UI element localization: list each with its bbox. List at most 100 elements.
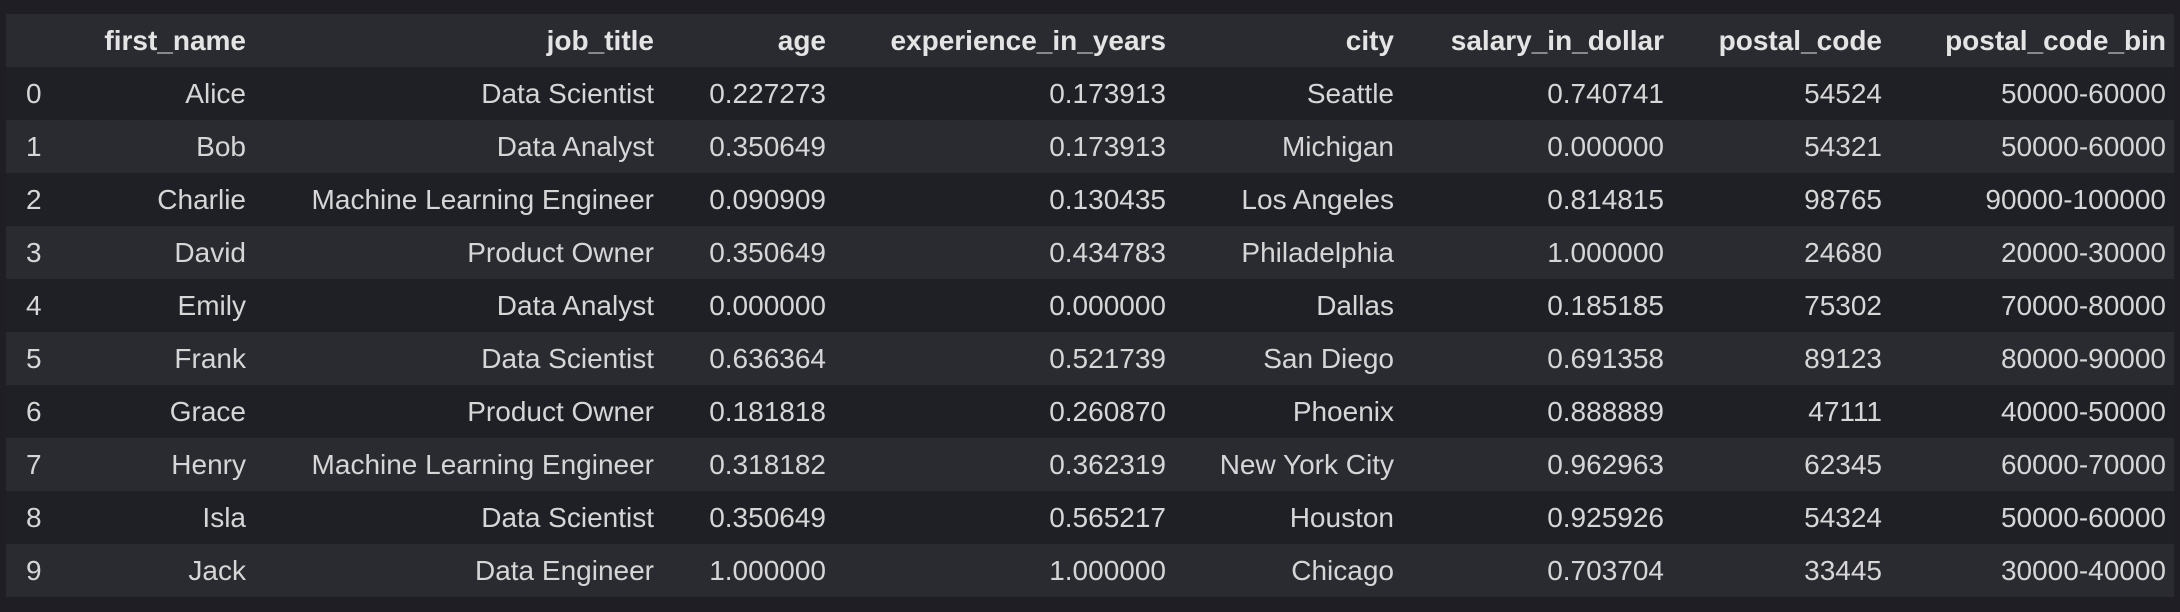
cell-age: 0.318182 [662,438,834,491]
cell-index: 4 [6,279,62,332]
dataframe-table: first_name job_title age experience_in_year… [6,14,2174,597]
column-header-city: city [1174,14,1402,67]
cell-job-title: Data Analyst [254,120,662,173]
cell-postal-code: 54324 [1672,491,1890,544]
cell-postal-code: 54321 [1672,120,1890,173]
cell-age: 0.636364 [662,332,834,385]
cell-job-title: Data Scientist [254,491,662,544]
table-row: 6 Grace Product Owner 0.181818 0.260870 Phoen… [6,385,2174,438]
table-row: 1 Bob Data Analyst 0.350649 0.173913 Michigan… [6,120,2174,173]
cell-experience-in-years: 0.130435 [834,173,1174,226]
table-row: 7 Henry Machine Learning Engineer 0.318182 0… [6,438,2174,491]
cell-job-title: Product Owner [254,226,662,279]
cell-postal-code-bin: 50000-60000 [1890,120,2174,173]
cell-age: 0.350649 [662,491,834,544]
cell-job-title: Machine Learning Engineer [254,438,662,491]
dataframe-output: first_name job_title age experience_in_year… [6,14,2174,597]
table-body: 0 Alice Data Scientist 0.227273 0.173913 Seat… [6,67,2174,597]
cell-salary-in-dollar: 1.000000 [1402,226,1672,279]
header-row: first_name job_title age experience_in_year… [6,14,2174,67]
cell-index: 6 [6,385,62,438]
cell-first-name: Isla [62,491,254,544]
cell-postal-code: 54524 [1672,67,1890,120]
table-row: 9 Jack Data Engineer 1.000000 1.000000 Chicag… [6,544,2174,597]
column-header-age: age [662,14,834,67]
cell-index: 3 [6,226,62,279]
cell-salary-in-dollar: 0.740741 [1402,67,1672,120]
cell-city: Chicago [1174,544,1402,597]
column-header-postal-code-bin: postal_code_bin [1890,14,2174,67]
cell-postal-code-bin: 70000-80000 [1890,279,2174,332]
cell-job-title: Data Scientist [254,67,662,120]
cell-first-name: Bob [62,120,254,173]
table-row: 0 Alice Data Scientist 0.227273 0.173913 Seat… [6,67,2174,120]
cell-first-name: Henry [62,438,254,491]
cell-job-title: Product Owner [254,385,662,438]
column-header-index [6,14,62,67]
cell-city: Phoenix [1174,385,1402,438]
cell-city: Houston [1174,491,1402,544]
cell-index: 0 [6,67,62,120]
cell-city: Dallas [1174,279,1402,332]
cell-city: Seattle [1174,67,1402,120]
table-header: first_name job_title age experience_in_year… [6,14,2174,67]
cell-postal-code: 75302 [1672,279,1890,332]
cell-city: New York City [1174,438,1402,491]
cell-first-name: Charlie [62,173,254,226]
cell-experience-in-years: 1.000000 [834,544,1174,597]
cell-postal-code: 98765 [1672,173,1890,226]
cell-postal-code-bin: 90000-100000 [1890,173,2174,226]
cell-postal-code-bin: 40000-50000 [1890,385,2174,438]
cell-first-name: Jack [62,544,254,597]
cell-postal-code-bin: 80000-90000 [1890,332,2174,385]
column-header-first-name: first_name [62,14,254,67]
cell-salary-in-dollar: 0.185185 [1402,279,1672,332]
cell-experience-in-years: 0.565217 [834,491,1174,544]
column-header-salary-in-dollar: salary_in_dollar [1402,14,1672,67]
cell-first-name: Emily [62,279,254,332]
cell-postal-code-bin: 30000-40000 [1890,544,2174,597]
cell-salary-in-dollar: 0.925926 [1402,491,1672,544]
cell-city: Michigan [1174,120,1402,173]
cell-index: 2 [6,173,62,226]
cell-postal-code-bin: 50000-60000 [1890,67,2174,120]
cell-age: 0.000000 [662,279,834,332]
cell-experience-in-years: 0.521739 [834,332,1174,385]
cell-postal-code: 62345 [1672,438,1890,491]
cell-first-name: Alice [62,67,254,120]
table-row: 3 David Product Owner 0.350649 0.434783 Phila… [6,226,2174,279]
cell-postal-code: 24680 [1672,226,1890,279]
cell-index: 5 [6,332,62,385]
table-row: 2 Charlie Machine Learning Engineer 0.09090… [6,173,2174,226]
table-row: 5 Frank Data Scientist 0.636364 0.521739 San … [6,332,2174,385]
cell-age: 0.181818 [662,385,834,438]
cell-postal-code: 33445 [1672,544,1890,597]
cell-job-title: Data Analyst [254,279,662,332]
cell-age: 0.350649 [662,120,834,173]
cell-age: 0.350649 [662,226,834,279]
cell-postal-code: 89123 [1672,332,1890,385]
cell-city: San Diego [1174,332,1402,385]
cell-salary-in-dollar: 0.888889 [1402,385,1672,438]
cell-first-name: Frank [62,332,254,385]
cell-postal-code-bin: 60000-70000 [1890,438,2174,491]
column-header-job-title: job_title [254,14,662,67]
cell-age: 1.000000 [662,544,834,597]
column-header-experience-in-years: experience_in_years [834,14,1174,67]
cell-salary-in-dollar: 0.814815 [1402,173,1672,226]
table-row: 8 Isla Data Scientist 0.350649 0.565217 Houst… [6,491,2174,544]
cell-age: 0.227273 [662,67,834,120]
cell-experience-in-years: 0.260870 [834,385,1174,438]
cell-postal-code: 47111 [1672,385,1890,438]
cell-salary-in-dollar: 0.691358 [1402,332,1672,385]
cell-job-title: Data Engineer [254,544,662,597]
cell-age: 0.090909 [662,173,834,226]
cell-job-title: Data Scientist [254,332,662,385]
cell-first-name: David [62,226,254,279]
cell-salary-in-dollar: 0.703704 [1402,544,1672,597]
cell-salary-in-dollar: 0.962963 [1402,438,1672,491]
cell-experience-in-years: 0.362319 [834,438,1174,491]
cell-job-title: Machine Learning Engineer [254,173,662,226]
cell-experience-in-years: 0.173913 [834,67,1174,120]
cell-city: Los Angeles [1174,173,1402,226]
